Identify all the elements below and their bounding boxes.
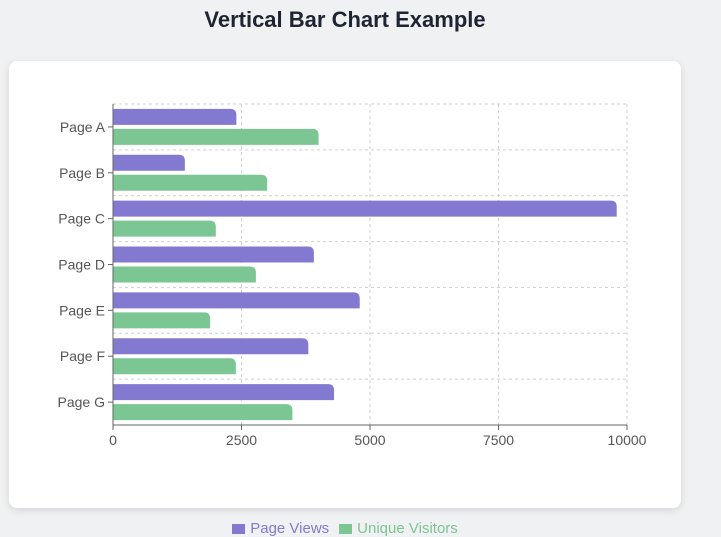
bar-unique-visitors-page-c[interactable] xyxy=(113,220,216,237)
bar-unique-visitors-page-f[interactable] xyxy=(113,358,236,375)
bar-page-views-page-e[interactable] xyxy=(113,292,360,309)
y-tick-label: Page C xyxy=(58,211,105,227)
legend-label-page-views: Page Views xyxy=(250,520,330,537)
bar-page-views-page-g[interactable] xyxy=(113,384,335,401)
axes xyxy=(108,104,628,430)
chart-card: Page A Page B Page C Page D Page E Page F Page… xyxy=(9,61,681,537)
bars xyxy=(113,108,617,421)
grid-lines xyxy=(112,103,628,426)
x-tick-label: 7500 xyxy=(483,432,514,448)
legend-swatch-unique-visitors xyxy=(339,523,353,534)
x-tick-label: 10000 xyxy=(608,432,647,448)
x-tick-label: 5000 xyxy=(354,432,385,448)
y-tick-label: Page B xyxy=(59,165,105,181)
x-tick-label: 0 xyxy=(109,432,117,448)
bar-chart: Page A Page B Page C Page D Page E Page F Page… xyxy=(58,103,647,448)
y-tick-label: Page E xyxy=(59,302,105,318)
legend-item-page-views[interactable]: Page Views xyxy=(232,520,329,537)
y-tick-label: Page D xyxy=(58,257,105,273)
bar-page-views-page-d[interactable] xyxy=(113,246,314,263)
bar-page-views-page-f[interactable] xyxy=(113,338,309,355)
bar-unique-visitors-page-e[interactable] xyxy=(113,312,211,329)
legend-swatch-page-views xyxy=(232,523,246,534)
legend-label-unique-visitors: Unique Visitors xyxy=(357,520,458,537)
bar-unique-visitors-page-d[interactable] xyxy=(113,266,256,283)
legend: Page Views Unique Visitors xyxy=(9,520,681,537)
y-tick-label: Page G xyxy=(58,394,105,410)
bar-unique-visitors-page-a[interactable] xyxy=(113,128,319,145)
y-tick-label: Page F xyxy=(60,348,105,364)
x-tick-label: 2500 xyxy=(226,432,257,448)
bar-page-views-page-c[interactable] xyxy=(113,200,617,217)
legend-item-unique-visitors[interactable]: Unique Visitors xyxy=(339,520,458,537)
y-tick-label: Page A xyxy=(60,119,106,135)
tick-labels: Page A Page B Page C Page D Page E Page F Page… xyxy=(58,119,647,448)
bar-page-views-page-b[interactable] xyxy=(113,154,185,171)
bar-unique-visitors-page-b[interactable] xyxy=(113,174,268,191)
page-title: Vertical Bar Chart Example xyxy=(204,7,486,32)
bar-page-views-page-a[interactable] xyxy=(113,108,237,125)
bar-unique-visitors-page-g[interactable] xyxy=(113,404,293,421)
